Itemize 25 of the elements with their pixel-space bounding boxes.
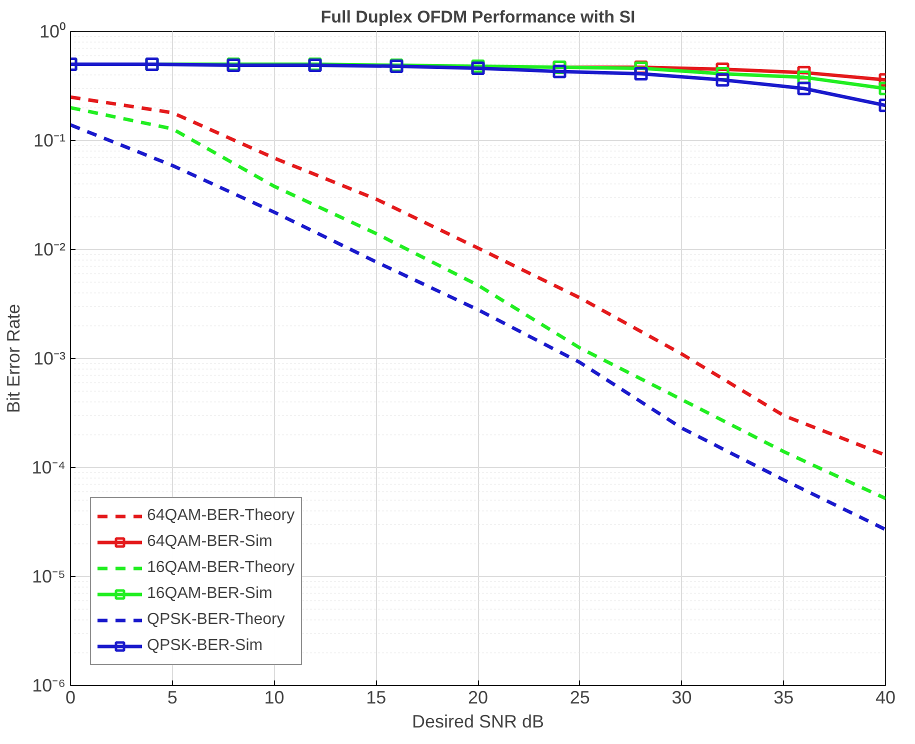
- y-axis-title: Bit Error Rate: [4, 304, 24, 414]
- chart-title: Full Duplex OFDM Performance with SI: [320, 8, 636, 26]
- y-tick-label: 10⁻¹: [33, 130, 66, 150]
- legend-label: QPSK-BER-Theory: [147, 610, 285, 630]
- y-tick-label: 10⁻⁶: [32, 676, 66, 696]
- legend-label: 64QAM-BER-Theory: [147, 506, 295, 526]
- x-tick-label: 40: [875, 688, 896, 708]
- x-tick-label: 10: [264, 688, 284, 708]
- x-tick-label: 30: [672, 688, 692, 708]
- y-tick-label: 10⁻⁵: [32, 566, 66, 586]
- legend-label: 64QAM-BER-Sim: [147, 532, 272, 552]
- legend-label: 16QAM-BER-Sim: [147, 584, 272, 604]
- x-tick-label: 15: [366, 688, 386, 708]
- legend-label: QPSK-BER-Sim: [147, 636, 263, 656]
- x-tick-label: 5: [167, 688, 178, 708]
- x-axis-title: Desired SNR dB: [412, 712, 544, 732]
- x-tick-label: 0: [65, 688, 76, 708]
- y-tick-label: 10⁻⁴: [32, 458, 66, 478]
- x-tick-label: 25: [570, 688, 590, 708]
- x-tick-label: 35: [774, 688, 794, 708]
- y-tick-label: 10⁻²: [33, 240, 66, 260]
- legend-label: 16QAM-BER-Theory: [147, 558, 295, 578]
- x-tick-label: 20: [468, 688, 488, 708]
- y-tick-label: 10⁻³: [33, 348, 66, 368]
- y-tick-label: 10⁰: [39, 22, 66, 42]
